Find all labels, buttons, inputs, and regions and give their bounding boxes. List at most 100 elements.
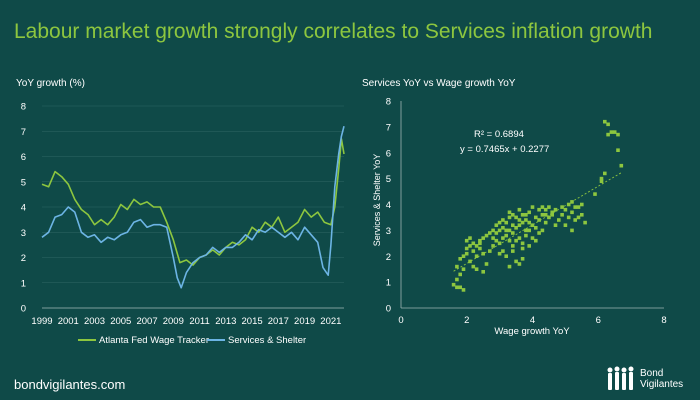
scatter-point xyxy=(524,218,528,222)
scatter-point xyxy=(520,220,525,225)
scatter-point xyxy=(511,231,515,235)
scatter-point xyxy=(573,205,577,209)
scatter-point xyxy=(537,231,541,235)
scatter-point xyxy=(520,241,525,246)
brand-logo-icon xyxy=(607,366,634,390)
line-x-tick-label: 2009 xyxy=(163,316,184,327)
line-x-tick-label: 2005 xyxy=(110,316,131,327)
scatter-point xyxy=(471,241,476,246)
scatter-y-tick-label: 2 xyxy=(386,252,391,263)
scatter-point xyxy=(619,163,624,168)
scatter-equation-annotation: y = 0.7465x + 0.2277 xyxy=(460,144,549,155)
scatter-point xyxy=(530,205,535,209)
scatter-point xyxy=(566,202,571,207)
scatter-point xyxy=(497,220,502,225)
scatter-point xyxy=(609,130,614,134)
scatter-point xyxy=(543,213,548,217)
scatter-point xyxy=(517,236,522,240)
scatter-x-axis-label: Wage growth YoY xyxy=(494,326,570,337)
brand-logo-text: Bond Vigilantes xyxy=(640,368,683,390)
legend-label-services: Services & Shelter xyxy=(228,335,306,346)
scatter-point xyxy=(497,228,502,233)
scatter-point xyxy=(484,262,489,266)
scatter-point xyxy=(527,220,531,225)
footer-website[interactable]: bondvigilantes.com xyxy=(14,377,126,392)
scatter-y-tick-label: 1 xyxy=(386,278,391,289)
scatter-point xyxy=(599,176,604,181)
scatter-r2-annotation: R² = 0.6894 xyxy=(474,129,524,140)
scatter-point xyxy=(560,205,564,209)
scatter-point xyxy=(570,228,574,233)
line-chart-gridlines xyxy=(42,105,344,309)
scatter-point xyxy=(458,257,462,261)
scatter-y-tick-label: 0 xyxy=(386,304,391,315)
line-x-tick-label: 2019 xyxy=(294,316,315,327)
line-chart-x-ticks: 1999 2001 2003 2005 2007 2009 2011 2013 2015 2017… xyxy=(31,316,341,327)
scatter-point xyxy=(553,223,558,227)
scatter-point xyxy=(514,226,518,230)
scatter-point xyxy=(481,270,485,274)
scatter-point xyxy=(517,223,522,227)
scatter-trendline xyxy=(453,172,622,272)
line-x-tick-label: 2021 xyxy=(320,316,341,327)
scatter-x-tick-label: 6 xyxy=(596,315,601,326)
scatter-point xyxy=(488,249,492,253)
scatter-point xyxy=(488,231,492,235)
scatter-point xyxy=(504,254,508,258)
brand-logo: Bond Vigilantes xyxy=(606,366,686,394)
scatter-point xyxy=(553,207,558,212)
scatter-y-tick-label: 6 xyxy=(386,148,391,159)
scatter-point xyxy=(471,249,476,253)
scatter-point xyxy=(550,213,554,217)
line-x-tick-label: 2015 xyxy=(242,316,263,327)
scatter-point xyxy=(606,132,610,137)
scatter-point xyxy=(534,238,538,243)
scatter-x-ticks: 0 2 4 6 8 xyxy=(398,315,666,326)
scatter-point xyxy=(563,223,568,227)
scatter-point xyxy=(550,210,554,215)
scatter-point xyxy=(474,254,479,258)
scatter-point xyxy=(501,236,505,240)
line-chart-title: YoY growth (%) xyxy=(16,78,85,89)
line-x-tick-label: 2013 xyxy=(215,316,236,327)
scatter-point xyxy=(478,246,482,251)
scatter-point xyxy=(517,262,522,266)
scatter-point xyxy=(560,213,564,217)
scatter-point xyxy=(537,218,541,222)
scatter-point xyxy=(461,288,466,292)
line-y-tick-label: 2 xyxy=(21,253,26,264)
scatter-point xyxy=(478,238,482,243)
scatter-point xyxy=(468,244,472,248)
scatter-point xyxy=(520,246,525,251)
scatter-point xyxy=(468,236,472,240)
scatter-point xyxy=(478,241,482,246)
scatter-chart-title: Services YoY vs Wage growth YoY xyxy=(362,78,516,89)
scatter-point xyxy=(520,257,525,261)
scatter-point xyxy=(547,205,551,209)
scatter-point xyxy=(511,244,515,248)
line-x-tick-label: 2007 xyxy=(136,316,157,327)
scatter-point xyxy=(603,171,607,176)
scatter-point xyxy=(540,228,545,233)
scatter-x-tick-label: 2 xyxy=(464,315,469,326)
series-line-services-shelter xyxy=(41,126,345,289)
line-x-tick-label: 2003 xyxy=(84,316,105,327)
scatter-point xyxy=(461,267,466,271)
scatter-point xyxy=(468,259,472,264)
line-chart-y-ticks: 0 1 2 3 4 5 6 7 8 xyxy=(21,102,26,315)
scatter-point xyxy=(451,282,456,287)
scatter-point xyxy=(507,238,512,243)
line-y-tick-label: 5 xyxy=(21,177,26,188)
scatter-point xyxy=(507,210,512,215)
scatter-y-tick-label: 7 xyxy=(386,122,391,133)
scatter-point xyxy=(524,228,528,233)
scatter-point xyxy=(494,231,499,235)
scatter-point xyxy=(491,228,495,233)
scatter-points xyxy=(451,119,624,292)
line-y-tick-label: 1 xyxy=(21,278,26,289)
scatter-point xyxy=(612,130,617,134)
scatter-point xyxy=(540,205,545,209)
scatter-axes xyxy=(400,101,664,309)
scatter-point xyxy=(481,251,485,256)
